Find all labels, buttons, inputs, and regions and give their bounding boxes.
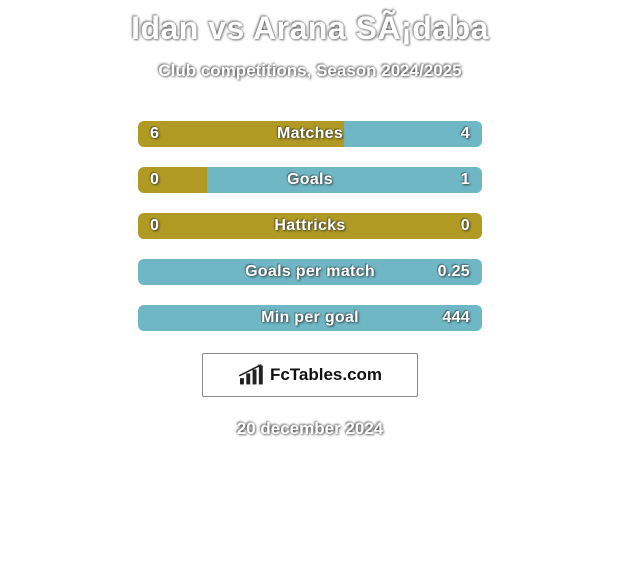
right-value: 0.25 bbox=[438, 259, 470, 285]
stat-bar: 0Hattricks0 bbox=[138, 213, 482, 239]
comparison-rows: 6Matches40Goals10Hattricks0Goals per mat… bbox=[0, 121, 620, 331]
stat-bar: Min per goal444 bbox=[138, 305, 482, 331]
right-ellipse bbox=[504, 120, 614, 148]
logo-box: FcTables.com bbox=[202, 353, 418, 397]
stat-label: Min per goal bbox=[138, 305, 482, 331]
logo-text: FcTables.com bbox=[270, 365, 382, 385]
right-value: 4 bbox=[461, 121, 470, 147]
right-value: 444 bbox=[442, 305, 470, 331]
stat-row: 0Hattricks0 bbox=[0, 213, 620, 239]
left-ellipse bbox=[6, 120, 116, 148]
subtitle: Club competitions, Season 2024/2025 bbox=[158, 61, 461, 81]
chart-icon bbox=[238, 364, 264, 386]
stat-bar: Goals per match0.25 bbox=[138, 259, 482, 285]
stat-row: 0Goals1 bbox=[0, 167, 620, 193]
stat-row: 6Matches4 bbox=[0, 121, 620, 147]
left-ellipse bbox=[16, 166, 126, 194]
title: Idan vs Arana SÃ¡daba bbox=[131, 10, 489, 47]
stat-label: Goals bbox=[138, 167, 482, 193]
right-value: 1 bbox=[461, 167, 470, 193]
stat-label: Goals per match bbox=[138, 259, 482, 285]
stat-bar: 0Goals1 bbox=[138, 167, 482, 193]
right-value: 0 bbox=[461, 213, 470, 239]
stat-bar: 6Matches4 bbox=[138, 121, 482, 147]
date-text: 20 december 2024 bbox=[237, 419, 384, 439]
stat-row: Min per goal444 bbox=[0, 305, 620, 331]
stat-row: Goals per match0.25 bbox=[0, 259, 620, 285]
stat-label: Hattricks bbox=[138, 213, 482, 239]
right-ellipse bbox=[494, 166, 604, 194]
stat-label: Matches bbox=[138, 121, 482, 147]
comparison-infographic: Idan vs Arana SÃ¡daba Club competitions,… bbox=[0, 0, 620, 580]
